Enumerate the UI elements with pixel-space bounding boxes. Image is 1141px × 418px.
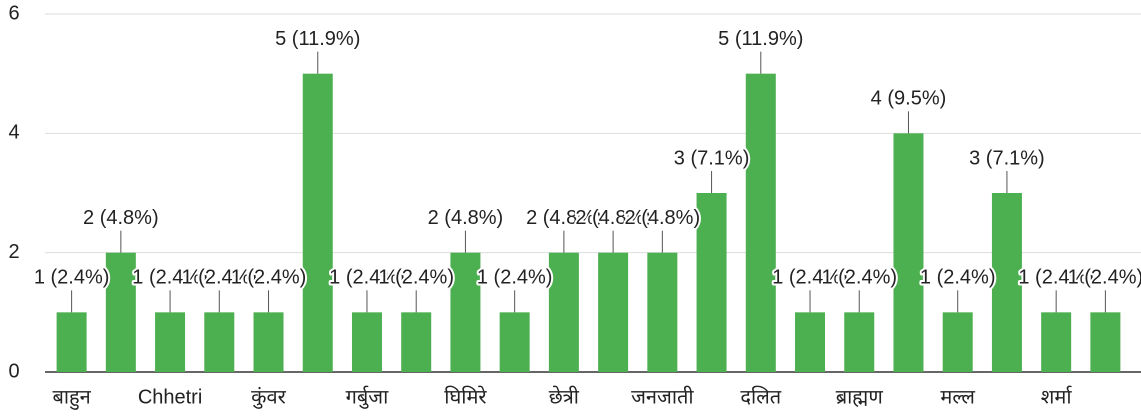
value-label: 1 (2.4%) [34,267,110,289]
x-tick-label: घिमिरे [444,385,487,408]
bar [598,252,629,372]
value-label: 1 (2.4%) [1068,267,1141,289]
bar [647,252,678,372]
x-tick-label: मल्ल [940,386,975,408]
bar [351,312,382,372]
x-tick-label: ब्राह्मण [836,386,884,408]
bar [499,312,530,372]
bar [844,312,875,372]
bar [1090,312,1121,372]
bar [696,193,727,372]
value-label: 2 (4.8%) [625,207,701,229]
x-tick-label: जनजाती [631,385,694,408]
x-tick-label: शर्मा [1041,385,1073,408]
bar [548,252,579,372]
y-tick-label: 0 [8,360,19,382]
x-tick-label: कुंवर [251,386,286,409]
x-tick-label: दलित [740,385,781,408]
bar [204,312,235,372]
bar [1041,312,1072,372]
value-label: 5 (11.9%) [275,28,360,50]
value-label: 2 (4.8%) [83,207,159,229]
bar [893,133,924,372]
value-label: 1 (2.4%) [181,267,257,289]
bar [105,252,136,372]
value-label: 1 (2.4%) [378,267,454,289]
bar [745,73,776,373]
x-tick-label: गर्बुजा [346,385,390,409]
bar [795,312,826,372]
value-label: 1 (2.4%) [1018,267,1094,289]
bar [155,312,186,372]
value-label: 2 (4.8%) [428,207,504,229]
value-label: 1 (2.4%) [920,267,996,289]
value-label: 1 (2.4%) [132,267,208,289]
y-tick-label: 4 [8,122,19,144]
bar [942,312,973,372]
value-label: 1 (2.4%) [231,267,307,289]
value-label: 3 (7.1%) [674,147,750,169]
value-label: 3 (7.1%) [969,147,1045,169]
value-label: 1 (2.4%) [821,267,897,289]
bar [401,312,432,372]
bar [253,312,284,372]
value-label: 5 (11.9%) [718,28,803,50]
x-tick-label: Chhetri [138,386,202,408]
x-tick-label: छेत्री [549,385,580,408]
x-tick-label: बाहुन [52,386,91,410]
value-label: 1 (2.4%) [329,267,405,289]
value-label: 1 (2.4%) [477,267,553,289]
bar [56,312,87,372]
value-label: 1 (2.4%) [772,267,848,289]
y-tick-label: 2 [8,241,19,263]
y-tick-label: 6 [8,2,19,24]
bar [450,252,481,372]
value-label: 2 (4.8%) [575,207,651,229]
bar [302,73,333,373]
bar [991,193,1022,372]
value-label: 4 (9.5%) [871,88,947,110]
value-label: 2 (4.8%) [526,207,602,229]
